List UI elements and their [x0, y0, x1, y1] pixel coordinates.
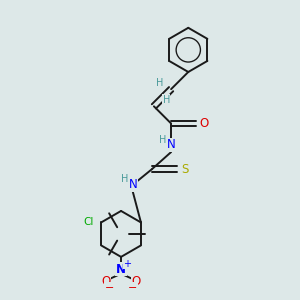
Text: −: −	[105, 283, 114, 292]
Text: S: S	[182, 163, 189, 176]
Text: N: N	[116, 263, 126, 276]
Text: −: −	[128, 283, 137, 292]
Text: H: H	[156, 78, 164, 88]
Text: H: H	[163, 95, 170, 105]
Text: N: N	[167, 139, 176, 152]
Text: N: N	[128, 178, 137, 191]
Text: Cl: Cl	[84, 218, 94, 227]
Text: O: O	[200, 117, 209, 130]
Text: +: +	[124, 259, 131, 269]
Text: H: H	[121, 174, 128, 184]
Text: O: O	[101, 274, 110, 287]
Text: O: O	[132, 274, 141, 287]
Text: H: H	[159, 135, 167, 145]
